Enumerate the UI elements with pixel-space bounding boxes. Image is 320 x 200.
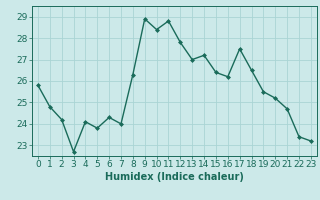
- X-axis label: Humidex (Indice chaleur): Humidex (Indice chaleur): [105, 172, 244, 182]
